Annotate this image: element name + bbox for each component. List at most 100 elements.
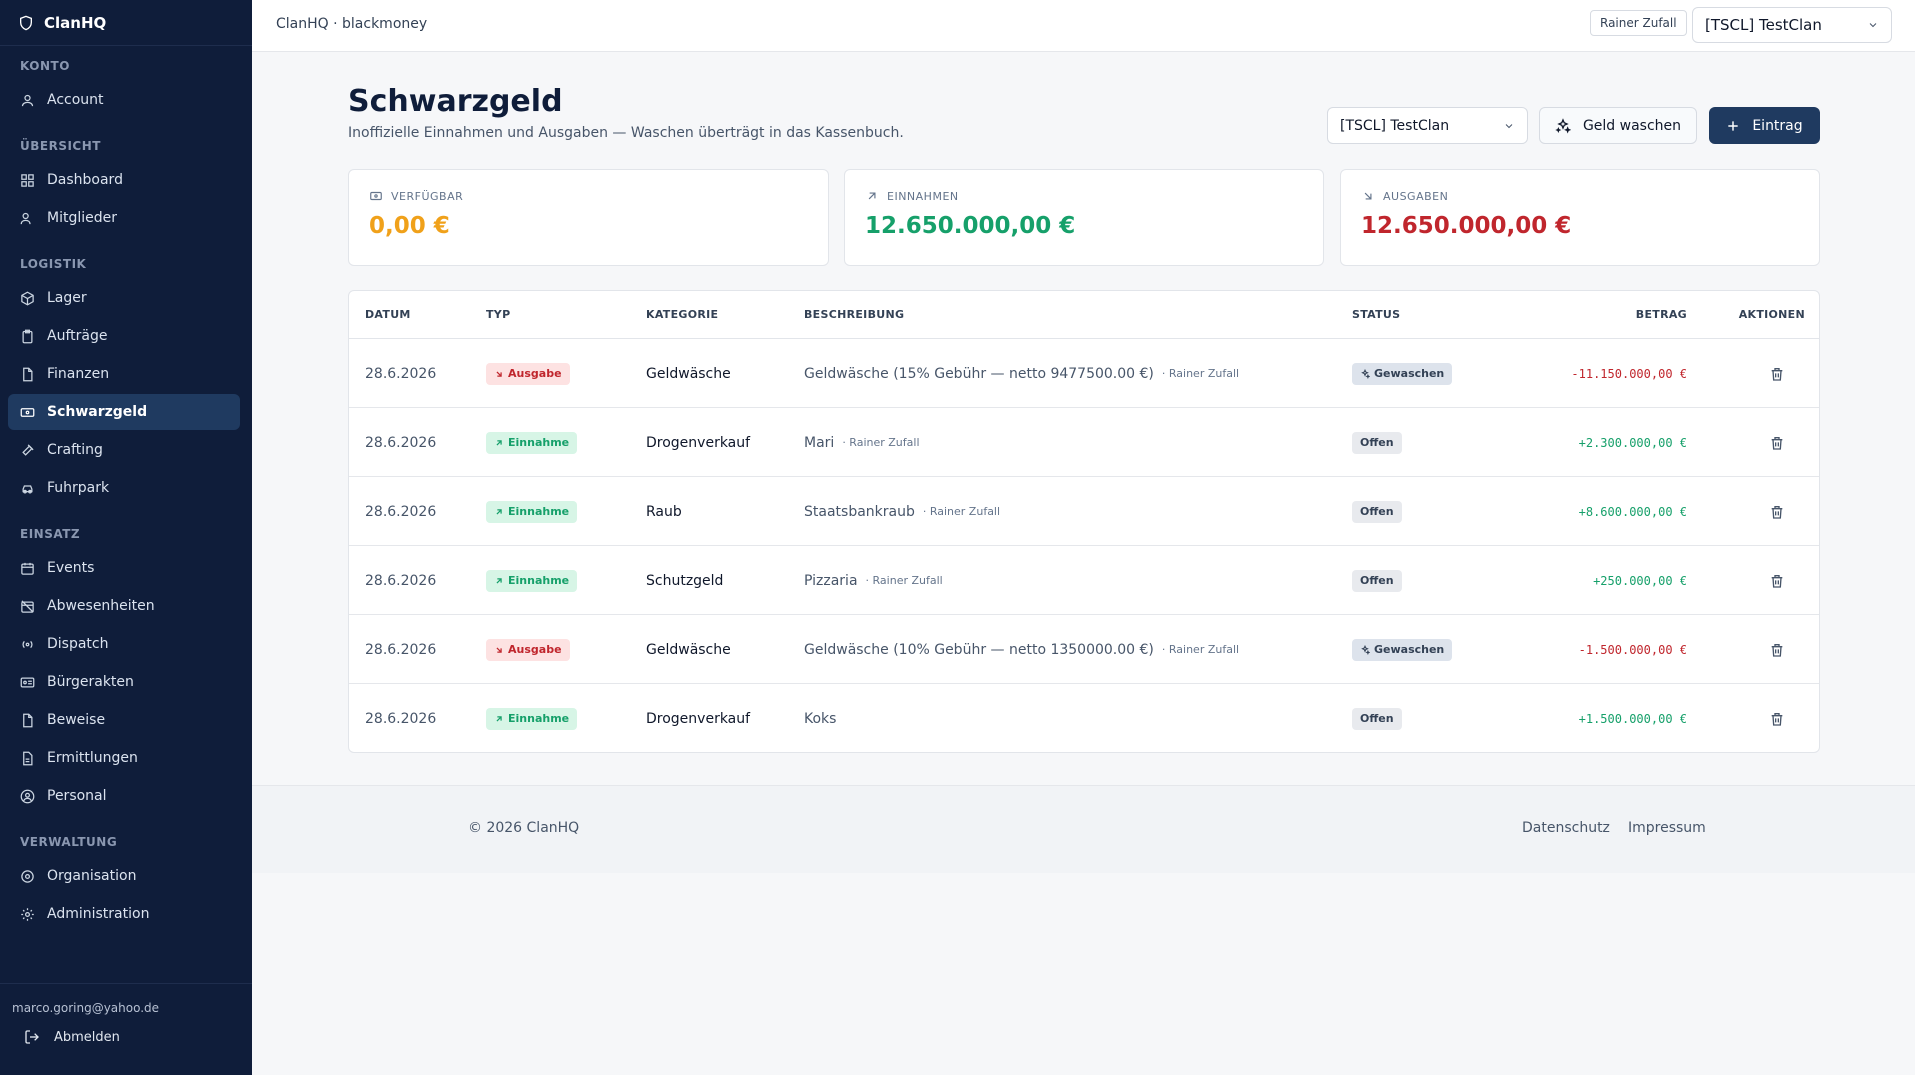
trash-icon[interactable] [1769,642,1785,658]
sidebar-item-label: Fuhrpark [47,480,110,496]
sparkles-icon [1361,368,1370,379]
type-badge-label: Einnahme [508,712,570,725]
calendar-off-icon [21,599,34,613]
delete-button[interactable] [1769,477,1785,546]
header-date[interactable]: DATUM [365,308,411,321]
user-icon [21,94,34,106]
page-background [252,873,1915,1075]
delete-button[interactable] [1769,684,1785,752]
trash-icon[interactable] [1769,366,1785,382]
cell-amount: +8.600.000,00 € [1578,504,1687,519]
cell-category: Raub [646,503,682,520]
cell-description: Staatsbankraub [804,503,915,520]
wash-money-button[interactable]: Geld waschen [1539,107,1697,144]
topbar: ClanHQ · blackmoney Rainer Zufall [TSCL]… [252,0,1915,52]
add-entry-button[interactable]: Eintrag [1709,107,1820,144]
sidebar-item-beweise[interactable]: Beweise [8,702,240,738]
sidebar-item-events[interactable]: Events [8,550,240,586]
delete-button[interactable] [1769,615,1785,684]
cell-date: 28.6.2026 [365,365,437,382]
sidebar-item-label: Beweise [47,712,106,728]
sidebar-item-dispatch[interactable]: Dispatch [8,626,240,662]
sidebar-item-mitglieder[interactable]: Mitglieder [8,200,240,236]
user-circle-icon [20,789,35,803]
sidebar-item-lager[interactable]: Lager [8,280,240,316]
sidebar-item-abwesenheiten[interactable]: Abwesenheiten [8,588,240,624]
sidebar-item-label: Dashboard [47,172,123,188]
clan-select[interactable]: [TSCL] TestClan [1327,107,1528,144]
sidebar-item-label: Crafting [47,442,103,458]
delete-button[interactable] [1769,339,1785,408]
sidebar-item-personal[interactable]: Personal [8,778,240,814]
sidebar-item-ermittlungen[interactable]: Ermittlungen [8,740,240,776]
sidebar-item-label: Administration [47,906,150,922]
clan-select-top[interactable]: [TSCL] TestClan [1692,7,1892,43]
stat-available: VERFÜGBAR 0,00 € [348,169,829,266]
header-description[interactable]: BESCHREIBUNG [804,308,905,321]
cell-description: Geldwäsche (10% Gebühr — netto 1350000.0… [804,641,1154,658]
header-amount[interactable]: BETRAG [1635,308,1687,321]
status-badge: Offen [1352,431,1402,454]
status-badge-label: Offen [1360,505,1394,518]
trash-icon[interactable] [1769,504,1785,520]
page-title: Schwarzgeld [348,84,563,119]
sidebar-item-crafting[interactable]: Crafting [8,432,240,468]
logout-button[interactable]: Abmelden [0,1015,252,1045]
sidebar-item-schwarzgeld[interactable]: Schwarzgeld [8,394,240,430]
table-row: 28.6.2026 Einnahme Schutzgeld Pizzaria · Rai… [349,546,1819,615]
delete-button[interactable] [1769,546,1785,615]
sparkles-icon [1555,117,1571,134]
sidebar-item-fuhrpark[interactable]: Fuhrpark [8,470,240,506]
file-icon [23,367,33,381]
status-badge: Offen [1352,707,1402,730]
cell-date: 28.6.2026 [365,503,437,520]
imprint-link[interactable]: Impressum [1628,820,1706,836]
trash-icon[interactable] [1769,573,1785,589]
cell-description: Geldwäsche (15% Gebühr — netto 9477500.0… [804,365,1154,382]
brand[interactable]: ClanHQ [0,0,252,46]
sidebar-item-account[interactable]: Account [8,82,240,118]
page-subtitle: Inoffizielle Einnahmen und Ausgaben — Wa… [348,125,904,141]
trash-icon[interactable] [1769,435,1785,451]
table-row: 28.6.2026 Einnahme Raub Staatsbankraub · Rai… [349,477,1819,546]
stat-income-value: 12.650.000,00 € [865,213,1076,239]
sidebar-footer: marco.goring@yahoo.de Abmelden [0,983,252,1075]
arrow-up-right-icon [496,508,502,515]
sidebar-item-label: Ermittlungen [47,750,138,766]
calendar-icon [21,562,34,575]
sidebar-item-bürgerakten[interactable]: Bürgerakten [8,664,240,700]
delete-button[interactable] [1769,408,1785,477]
wallet-icon [370,191,382,201]
type-badge: Ausgabe [486,362,570,385]
wash-money-label: Geld waschen [1582,117,1682,134]
cell-date: 28.6.2026 [365,710,437,727]
table-row: 28.6.2026 Ausgabe Geldwäsche Geldwäsche (10… [349,615,1819,684]
header-status[interactable]: STATUS [1352,308,1401,321]
status-badge-label: Offen [1360,574,1394,587]
user-email: marco.goring@yahoo.de [12,1001,160,1015]
header-type[interactable]: TYP [486,308,511,321]
cell-user: · Rainer Zufall [865,574,943,587]
sidebar-item-administration[interactable]: Administration [8,896,240,932]
status-badge-label: Gewaschen [1374,367,1445,380]
cell-user: · Rainer Zufall [1161,367,1240,380]
status-badge-label: Offen [1360,712,1394,725]
sidebar-item-aufträge[interactable]: Aufträge [8,318,240,354]
transactions-table: DATUM TYP KATEGORIE BESCHREIBUNG STATUS … [348,290,1820,753]
privacy-link[interactable]: Datenschutz [1522,820,1610,836]
radio-icon [22,640,33,648]
sidebar-item-dashboard[interactable]: Dashboard [8,162,240,198]
type-badge-label: Einnahme [508,574,570,587]
cell-category: Drogenverkauf [646,434,751,451]
sidebar-item-organisation[interactable]: Organisation [8,858,240,894]
arrow-down-right-icon [496,370,502,377]
sidebar-item-label: Personal [47,788,107,804]
table-row: 28.6.2026 Ausgabe Geldwäsche Geldwäsche (15… [349,339,1819,408]
header-category[interactable]: KATEGORIE [646,308,719,321]
cell-amount: +2.300.000,00 € [1578,435,1687,450]
status-badge: Offen [1352,569,1402,592]
user-chip[interactable]: Rainer Zufall [1590,10,1687,36]
sidebar-item-finanzen[interactable]: Finanzen [8,356,240,392]
trash-icon[interactable] [1769,711,1785,727]
cell-category: Geldwäsche [646,365,731,382]
